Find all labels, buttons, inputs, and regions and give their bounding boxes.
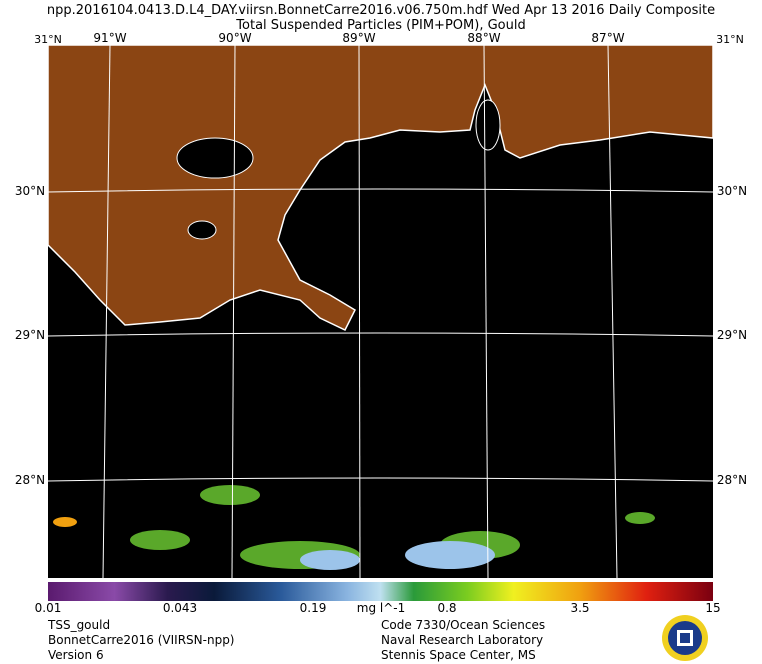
lon-label: 89°W <box>342 31 375 45</box>
colorbar-label: 0.19 <box>300 601 327 615</box>
title: npp.2016104.0413.D.L4_DAY.viirsn.BonnetC… <box>47 3 715 18</box>
lat-label: 29°N <box>15 328 45 342</box>
colorbar-label: 15 <box>705 601 720 615</box>
footer-right: Stennis Space Center, MS <box>381 648 536 662</box>
lat-label: 29°N <box>717 328 747 342</box>
logo <box>662 615 708 661</box>
lat-label: 30°N <box>717 184 747 198</box>
subtitle: Total Suspended Particles (PIM+POM), Gou… <box>235 18 525 33</box>
lat-label: 30°N <box>15 184 45 198</box>
colorbar-label: 0.01 <box>35 601 62 615</box>
footer-right: Naval Research Laboratory <box>381 633 543 647</box>
footer-right: Code 7330/Ocean Sciences <box>381 618 545 632</box>
colorbar-label: 0.8 <box>437 601 456 615</box>
lon-label: 87°W <box>591 31 624 45</box>
lon-label: 88°W <box>467 31 500 45</box>
colorbar-label: 0.043 <box>163 601 197 615</box>
corner-label: 31°N <box>716 33 744 46</box>
lon-label: 90°W <box>218 31 251 45</box>
colorbar <box>48 582 713 601</box>
map <box>47 44 714 579</box>
footer-left: TSS_gould <box>47 618 110 632</box>
corner-label: 31°N <box>34 33 62 46</box>
colorbar-units: mg l^-1 <box>357 601 405 615</box>
lon-label: 91°W <box>93 31 126 45</box>
footer-left: BonnetCarre2016 (VIIRSN-npp) <box>48 633 235 647</box>
lat-label: 28°N <box>15 473 45 487</box>
footer-left: Version 6 <box>48 648 104 662</box>
colorbar-label: 3.5 <box>570 601 589 615</box>
lat-label: 28°N <box>717 473 747 487</box>
